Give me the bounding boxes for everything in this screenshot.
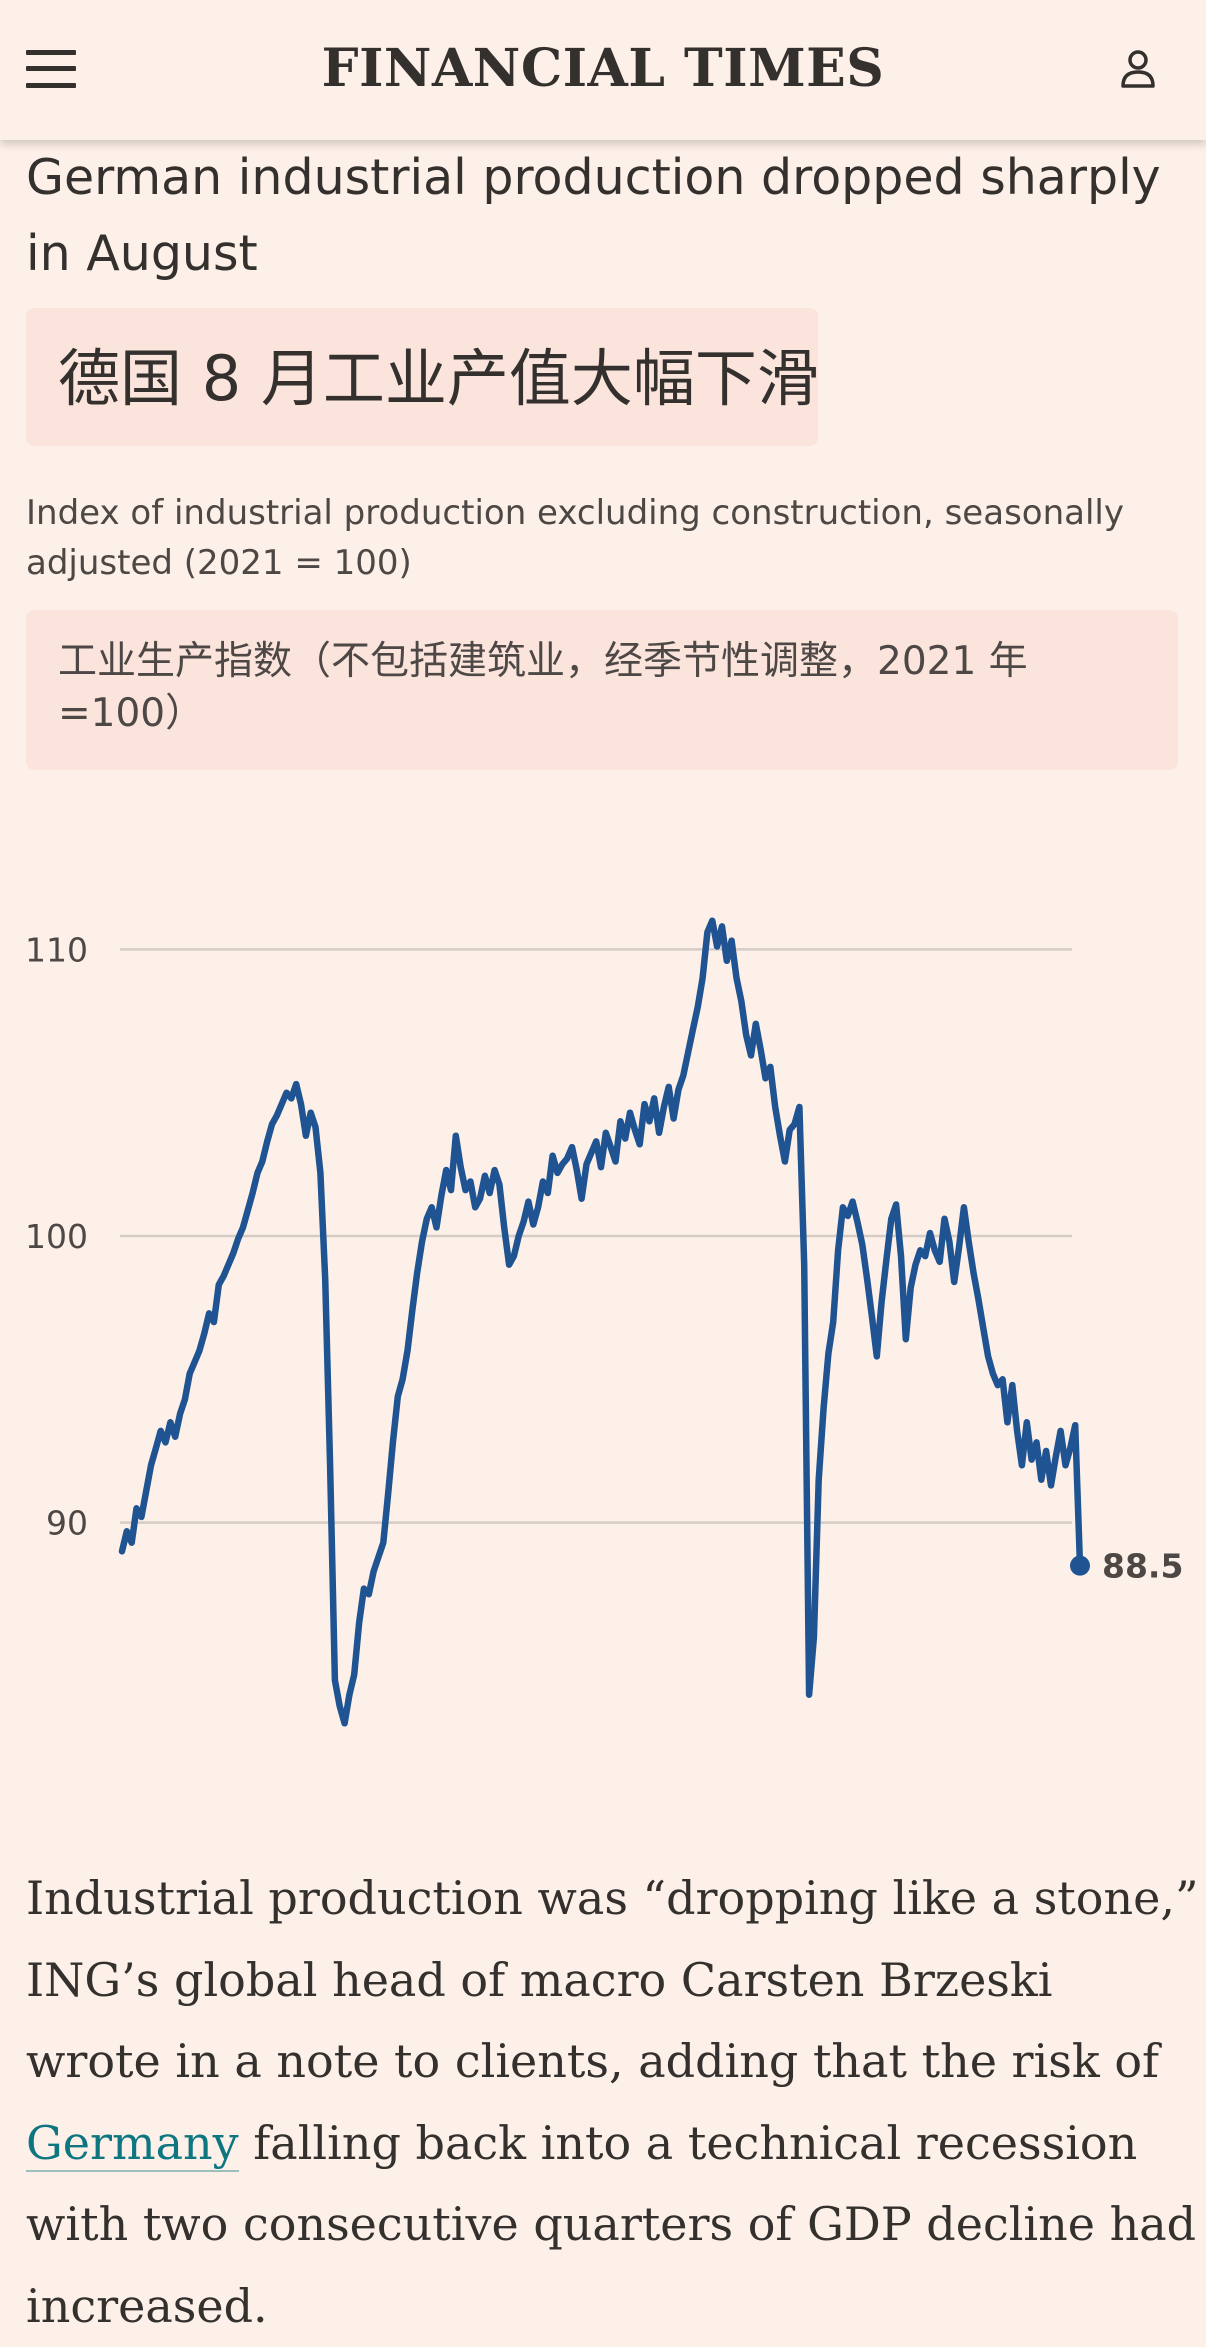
- latest-point-marker: [1070, 1555, 1090, 1576]
- hamburger-menu-icon[interactable]: [26, 48, 76, 90]
- article-paragraph: Industrial production was “dropping like…: [26, 1858, 1201, 2347]
- chart-headline-translation: 德国 8 月工业产值大幅下滑: [26, 308, 819, 446]
- industrial-production-line-chart: 90 100 110 88.5: [25, 917, 1183, 1727]
- series-line: [118, 917, 1084, 1727]
- top-bar: FINANCIAL TIMES: [0, 0, 1206, 140]
- y-tick-label-100: 100: [25, 1217, 88, 1256]
- germany-link[interactable]: Germany: [26, 2115, 239, 2172]
- latest-value-label: 88.5: [1102, 1547, 1183, 1586]
- chart-subtitle-zh: 工业生产指数（不包括建筑业，经季节性调整，2021 年=100）: [58, 639, 1028, 736]
- chart-subtitle: Index of industrial production excluding…: [26, 493, 1124, 583]
- ft-logo[interactable]: FINANCIAL TIMES: [321, 38, 885, 99]
- chart-subtitle-translation: 工业生产指数（不包括建筑业，经季节性调整，2021 年=100）: [26, 610, 1178, 770]
- y-tick-label-110: 110: [25, 930, 88, 969]
- paragraph-text-before-link: Industrial production was “dropping like…: [26, 1871, 1199, 2088]
- chart-headline-zh: 德国 8 月工业产值大幅下滑: [58, 342, 819, 415]
- user-account-icon[interactable]: [1118, 46, 1158, 92]
- y-tick-label-90: 90: [46, 1504, 88, 1543]
- chart-headline: German industrial production dropped sha…: [26, 149, 1161, 282]
